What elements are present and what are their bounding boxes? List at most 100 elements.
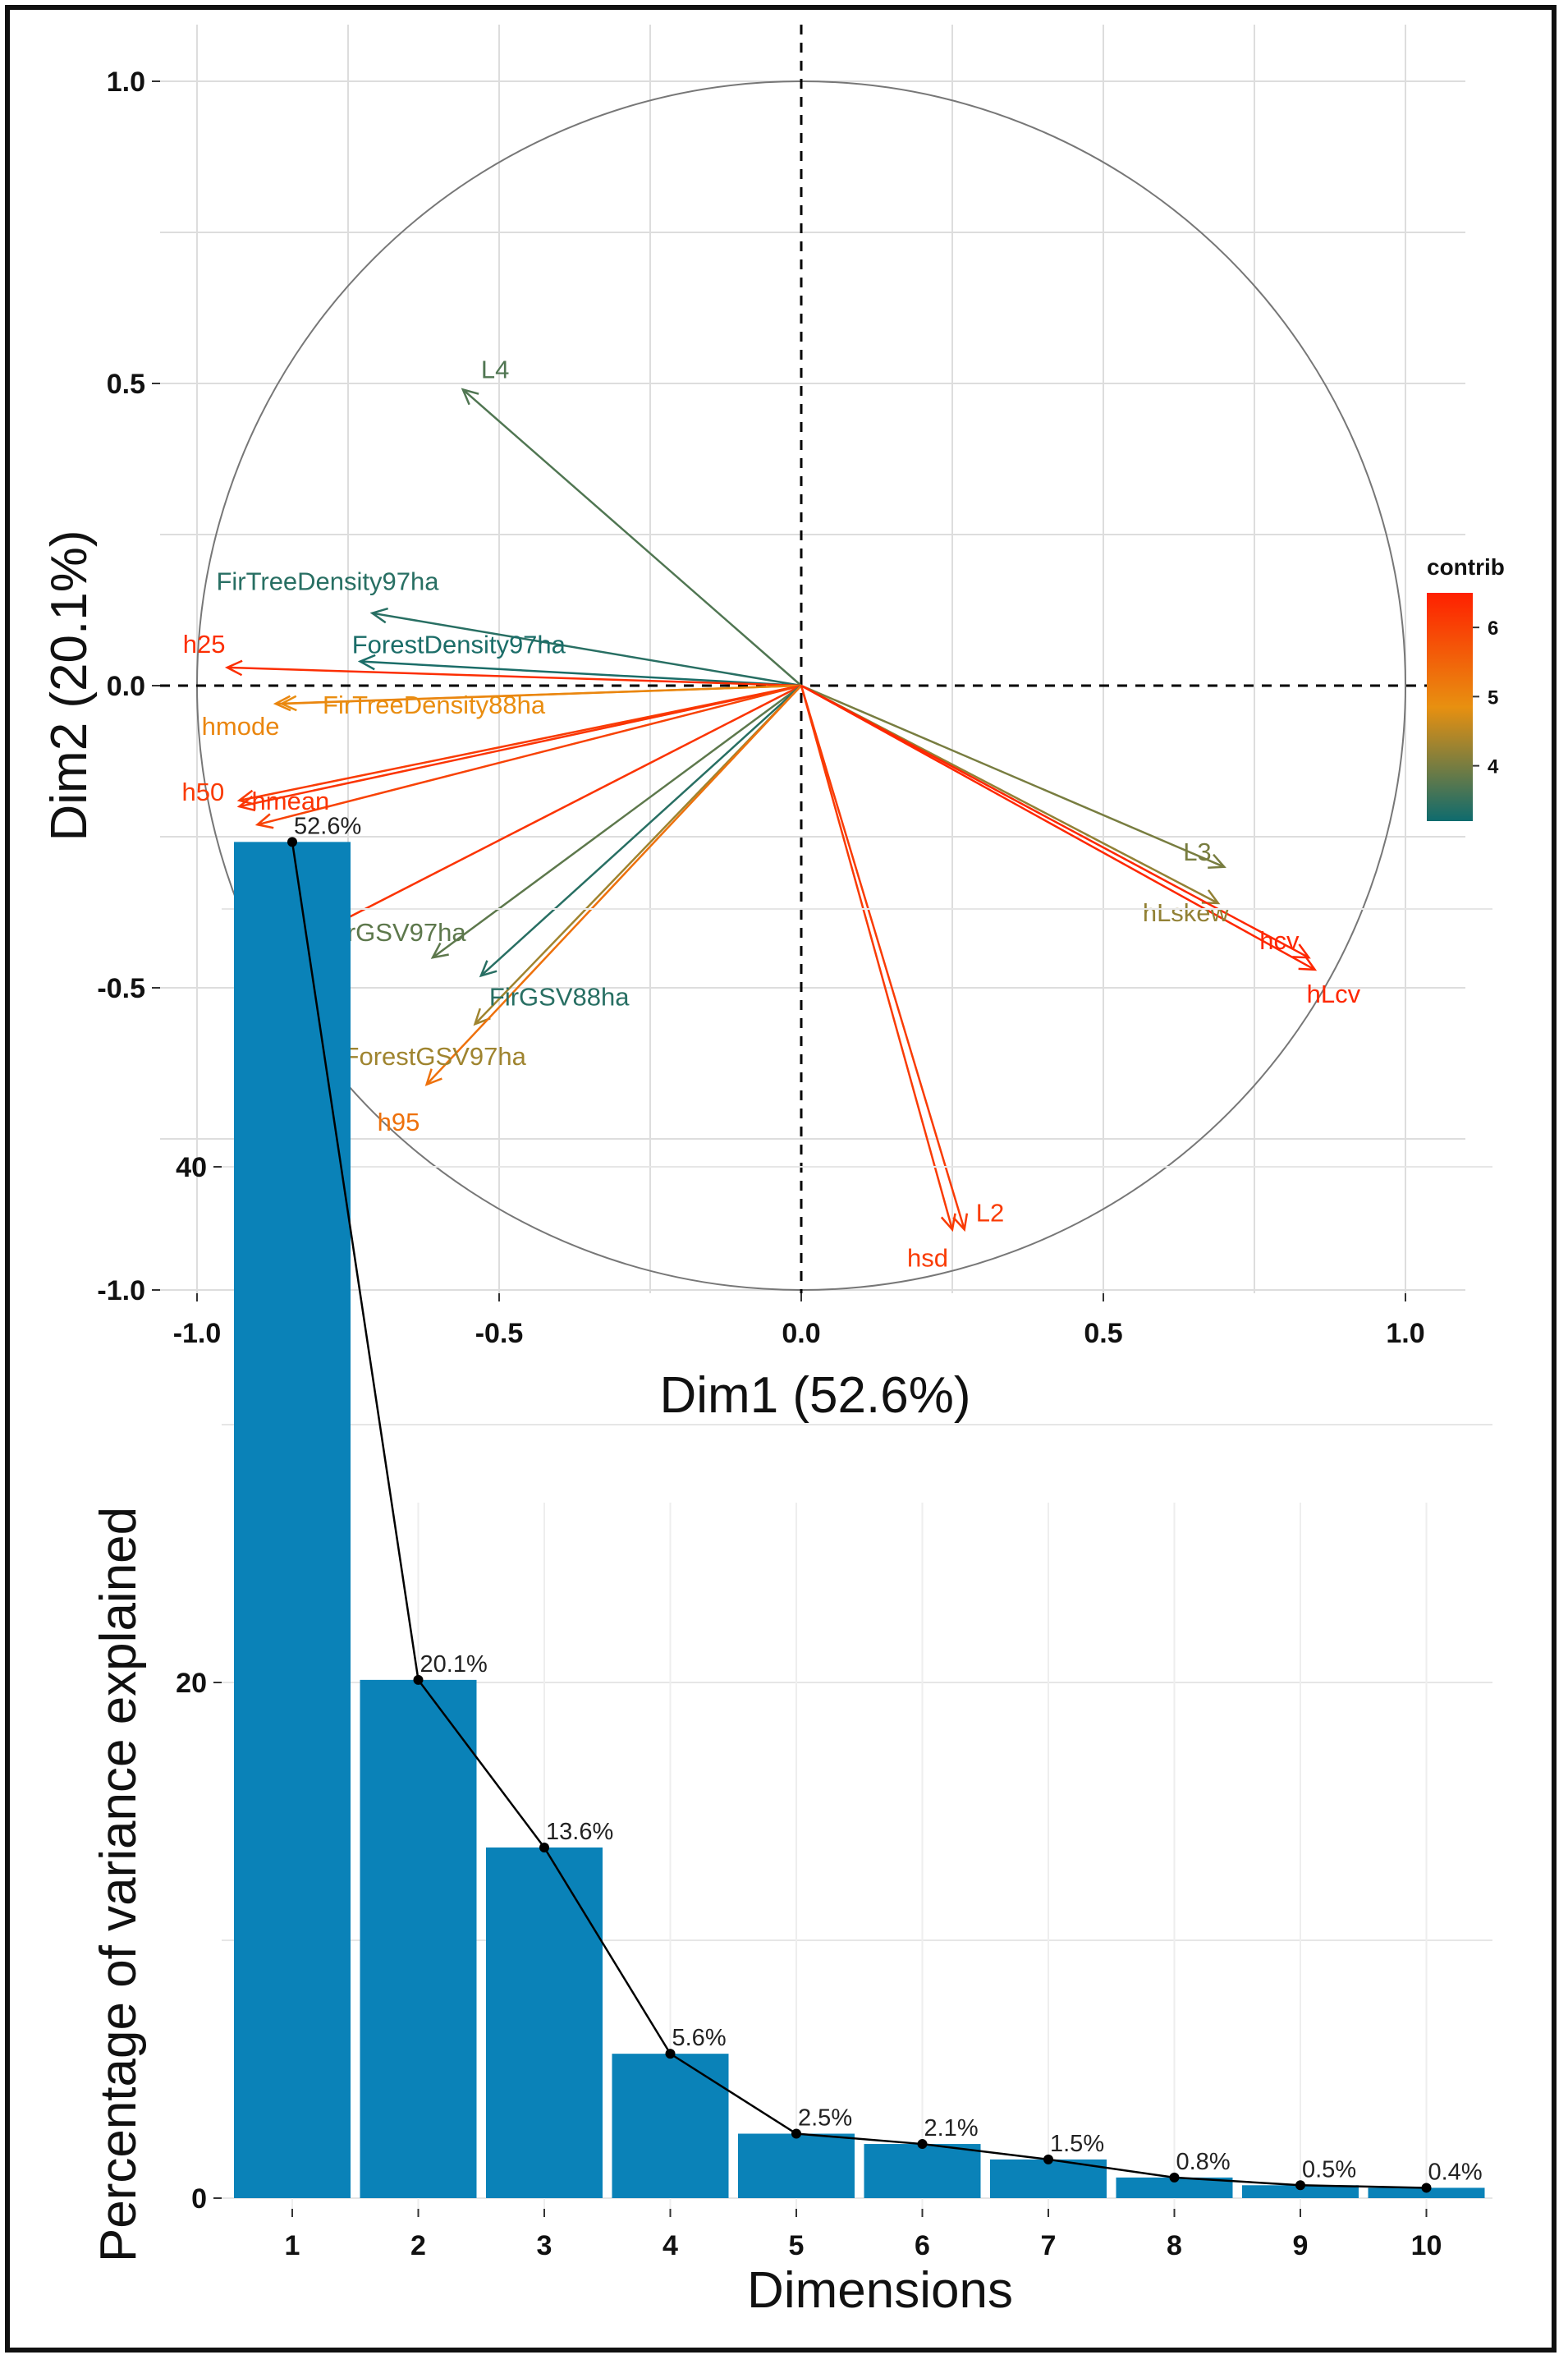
arrowhead-hlcv — [1298, 955, 1318, 971]
arrow-firgsv97ha — [432, 684, 802, 959]
label-l4: L4 — [481, 355, 509, 383]
scree-x-tick-label: 9 — [1293, 2230, 1309, 2261]
scree-x-tick-label: 7 — [1041, 2230, 1057, 2261]
label-h25: h25 — [183, 630, 226, 659]
arrow-l2 — [800, 685, 965, 1230]
arrow-firtreedensity97ha — [372, 612, 802, 687]
scree-x-tick-label: 4 — [663, 2230, 678, 2261]
pca-x-tick-label: -1.0 — [173, 1318, 222, 1349]
bar-value-label: 0.4% — [1428, 2159, 1483, 2185]
label-hsd: hsd — [907, 1243, 948, 1272]
bar-dim-3 — [486, 1847, 603, 2198]
legend-tick-label: 4 — [1488, 756, 1499, 778]
label-l2: L2 — [976, 1198, 1004, 1227]
scree-x-tick-label: 1 — [285, 2230, 300, 2261]
arrowhead-forestdensity97ha — [357, 654, 376, 671]
label-hcv: hcv — [1259, 926, 1300, 955]
pca-y-tick-label: 0.5 — [107, 369, 145, 400]
bar-value-label: 20.1% — [420, 1651, 488, 1678]
scree-point-2 — [413, 1674, 424, 1685]
scree-x-tick-label: 5 — [789, 2230, 805, 2261]
arrowhead-firgsv97ha — [430, 942, 449, 959]
bar-value-label: 2.5% — [798, 2105, 852, 2132]
pca-x-axis-title: Dim1 (52.6%) — [660, 1367, 971, 1424]
bar-value-label: 5.6% — [672, 2025, 727, 2051]
bar-value-label: 0.8% — [1176, 2149, 1231, 2175]
scree-point-6 — [917, 2139, 928, 2150]
label-firtreedensity97ha: FirTreeDensity97ha — [216, 567, 439, 596]
bar-value-label: 2.1% — [924, 2115, 979, 2141]
arrow-l1 — [257, 684, 802, 826]
scree-y-tick-label: 20 — [176, 1668, 207, 1699]
scree-plot: 52.6% 20.1% 13.6% 5.6% 2.5% 2.1% 1.5% 0.8% 0.5% 0… — [90, 813, 1492, 2319]
arrowhead-l4 — [461, 388, 479, 406]
arrow-hcv — [800, 684, 1309, 959]
pca-y-tick-label: -0.5 — [97, 973, 145, 1004]
arrowhead-firgsv88ha — [479, 960, 497, 978]
arrowhead-h95 — [424, 1068, 442, 1086]
legend-tick-label: 6 — [1488, 617, 1498, 640]
label-firtreedensity88ha: FirTreeDensity88ha — [323, 691, 546, 719]
pca-variable-plot: L4 FirTreeDensity97ha ForestDensity97ha h25… — [41, 25, 1505, 1424]
arrowhead-forestgsv97ha — [473, 1008, 491, 1026]
pca-x-tick-label: -0.5 — [475, 1318, 524, 1349]
scree-bars — [234, 842, 1485, 2198]
scree-x-axis-title: Dimensions — [747, 2262, 1013, 2319]
arrow-firgsv88ha — [480, 685, 802, 977]
arrow-hmean — [239, 684, 802, 808]
arrowhead-firtreedensity97ha — [369, 607, 388, 624]
bar-dim-1 — [234, 842, 351, 2198]
scree-point-3 — [539, 1842, 549, 1852]
scree-point-10 — [1421, 2183, 1432, 2193]
scree-x-tick-label: 8 — [1167, 2230, 1182, 2261]
pca-y-tick-label: -1.0 — [97, 1275, 145, 1306]
variable-labels: L4 FirTreeDensity97ha ForestDensity97ha h25… — [182, 355, 1361, 1272]
bar-value-label: 0.5% — [1302, 2156, 1356, 2183]
label-hmean: hmean — [252, 787, 330, 815]
pca-y-ticks: -1.0 -0.5 0.0 0.5 1.0 — [97, 67, 160, 1306]
variable-arrows — [224, 388, 1318, 1232]
arrow-hsd — [800, 685, 954, 1230]
bar-value-label: 52.6% — [294, 813, 361, 839]
arrowhead-h25 — [224, 659, 243, 677]
label-forestgsv97ha: ForestGSV97ha — [344, 1042, 527, 1071]
arrow-hlcv — [800, 684, 1316, 971]
arrowhead-hcv — [1292, 943, 1311, 959]
bar-dim-6 — [864, 2144, 981, 2198]
scree-point-5 — [791, 2128, 801, 2139]
label-hlcv: hLcv — [1307, 980, 1361, 1008]
label-hlskew: hLskew — [1143, 898, 1230, 927]
bar-dim-5 — [738, 2133, 855, 2198]
scree-x-tick-label: 2 — [410, 2230, 426, 2261]
scree-x-tick-label: 10 — [1411, 2230, 1442, 2261]
legend-colorbar — [1427, 593, 1473, 821]
arrow-h95 — [425, 685, 802, 1086]
bar-dim-4 — [612, 2054, 729, 2198]
arrow-l4 — [462, 388, 802, 686]
bar-value-label: 1.5% — [1050, 2131, 1104, 2157]
bar-dim-9 — [1242, 2185, 1359, 2198]
label-l3: L3 — [1183, 838, 1211, 866]
scree-bar-labels: 52.6% 20.1% 13.6% 5.6% 2.5% 2.1% 1.5% 0.8% 0.5% 0… — [294, 813, 1483, 2185]
label-h50: h50 — [182, 778, 225, 806]
arrowhead-hmean — [236, 795, 256, 812]
scree-point-8 — [1169, 2172, 1180, 2183]
pca-x-tick-label: 0.0 — [782, 1318, 820, 1349]
scree-x-ticks: 1 2 3 4 5 6 7 8 9 10 — [285, 2209, 1442, 2261]
scree-point-9 — [1295, 2180, 1305, 2191]
bar-value-label: 13.6% — [546, 1819, 613, 1845]
scree-point-4 — [665, 2049, 676, 2059]
pca-y-axis-title: Dim2 (20.1%) — [41, 530, 98, 842]
legend-title: contrib — [1427, 554, 1505, 580]
pca-x-tick-label: 0.5 — [1084, 1318, 1122, 1349]
pca-x-tick-label: 1.0 — [1386, 1318, 1424, 1349]
scree-y-tick-label: 40 — [176, 1152, 207, 1183]
arrow-h75 — [293, 684, 802, 947]
scree-point-7 — [1043, 2154, 1053, 2164]
scree-line — [291, 842, 1427, 2189]
scree-y-axis-title: Percentage of variance explained — [90, 1507, 147, 2262]
arrowhead-l3 — [1208, 853, 1226, 869]
pca-x-ticks: -1.0 -0.5 0.0 0.5 1.0 — [173, 1293, 1425, 1349]
legend-tick-label: 5 — [1488, 686, 1498, 709]
bar-dim-2 — [360, 1679, 477, 2198]
